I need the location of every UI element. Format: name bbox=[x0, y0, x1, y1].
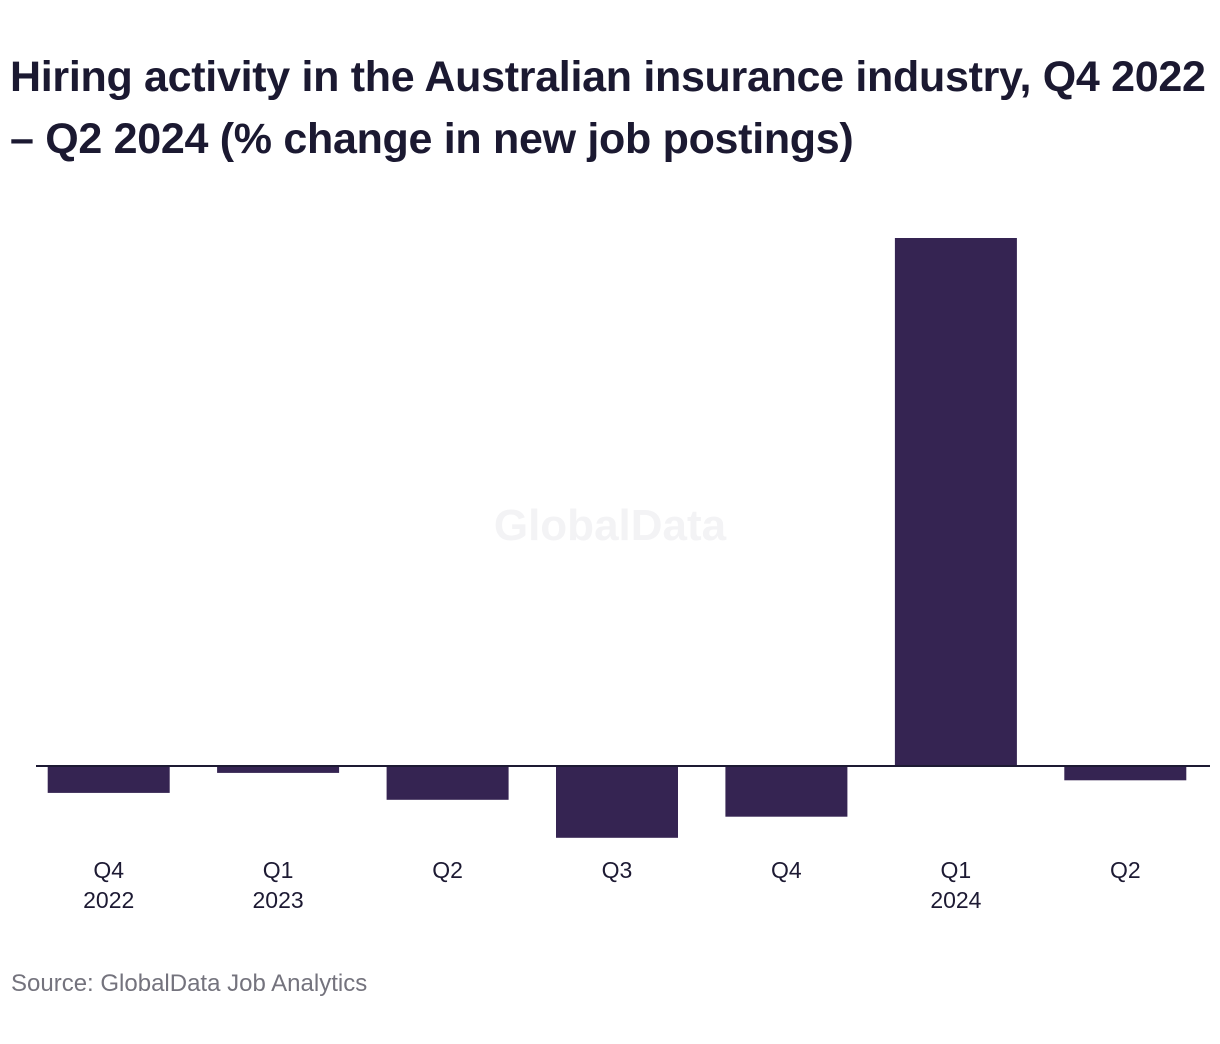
source-note: Source: GlobalData Job Analytics bbox=[11, 970, 368, 997]
x-tick-label: Q2 bbox=[432, 857, 463, 883]
chart-title: Hiring activity in the Australian insura… bbox=[10, 53, 1206, 163]
bar-q1-2024 bbox=[894, 238, 1017, 766]
bar-q2-2023 bbox=[386, 766, 509, 800]
x-tick-label: Q4 bbox=[93, 857, 124, 883]
x-tick-year-label: 2024 bbox=[930, 887, 981, 913]
bar-q4-2023 bbox=[725, 766, 848, 817]
bar-q4-2022 bbox=[47, 766, 170, 793]
x-tick-label: Q4 bbox=[771, 857, 802, 883]
x-tick-label: Q1 bbox=[941, 857, 972, 883]
x-tick-year-label: 2022 bbox=[83, 887, 134, 913]
watermark-logo: GlobalData bbox=[494, 501, 727, 550]
x-tick-label: Q1 bbox=[263, 857, 294, 883]
bar-group bbox=[47, 238, 1187, 838]
bar-q2-2024 bbox=[1064, 766, 1187, 781]
x-tick-label: Q2 bbox=[1110, 857, 1141, 883]
bar-q3-2023 bbox=[556, 766, 678, 838]
bar-q1-2023 bbox=[217, 766, 340, 773]
x-tick-label: Q3 bbox=[602, 857, 633, 883]
x-tick-year-label: 2023 bbox=[253, 887, 304, 913]
x-axis-tick-labels: Q4 2022 Q1 2023 Q2 Q3 Q4 Q1 2024 Q2 bbox=[83, 857, 1141, 913]
